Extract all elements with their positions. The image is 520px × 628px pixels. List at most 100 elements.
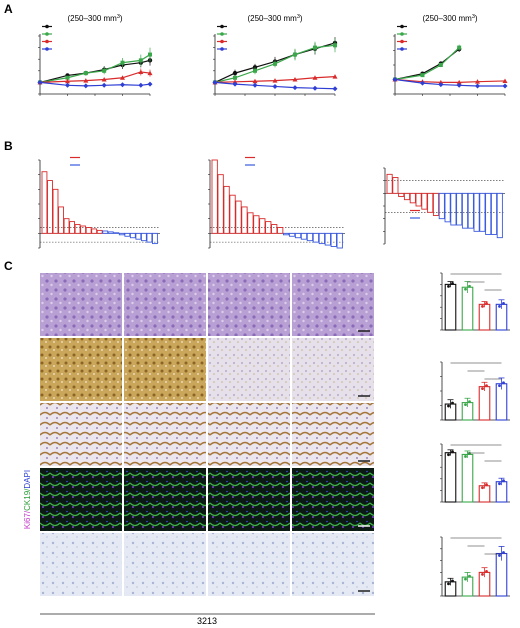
line-chart-3213: (250–300 mm3) bbox=[212, 14, 338, 96]
waterfall-bar bbox=[398, 192, 405, 197]
model-label: 3213 bbox=[197, 616, 217, 626]
micrograph-image bbox=[208, 468, 290, 531]
data-point bbox=[120, 75, 125, 80]
subtitle-main: (250–300 mm bbox=[247, 14, 297, 23]
waterfall-bar bbox=[235, 200, 242, 234]
micrograph-image bbox=[40, 403, 122, 466]
panel-b-letter: B bbox=[4, 139, 13, 153]
legend-marker bbox=[400, 24, 404, 29]
waterfall-bar bbox=[496, 192, 503, 239]
waterfall-bar bbox=[271, 224, 278, 234]
data-point bbox=[83, 71, 88, 76]
data-point bbox=[101, 77, 107, 82]
ki67-quant-chart bbox=[440, 443, 510, 503]
waterfall-bar bbox=[330, 232, 337, 247]
waterfall-bar bbox=[217, 174, 224, 234]
panel-a-letter: A bbox=[4, 2, 13, 16]
waterfall-bar bbox=[124, 232, 131, 237]
waterfall-bar bbox=[427, 192, 434, 213]
data-point bbox=[312, 85, 318, 91]
data-dot bbox=[468, 452, 471, 455]
data-dot bbox=[502, 551, 505, 554]
waterfall-bar bbox=[63, 218, 70, 234]
data-dot bbox=[502, 479, 505, 483]
legend-marker bbox=[45, 24, 49, 29]
micrograph-image bbox=[292, 273, 374, 336]
data-point bbox=[138, 58, 143, 63]
bar bbox=[478, 303, 491, 331]
waterfall-bar bbox=[118, 232, 125, 236]
data-point bbox=[272, 83, 278, 89]
subtitle-close: ) bbox=[120, 14, 123, 23]
data-dot bbox=[498, 554, 501, 557]
waterfall-bar bbox=[490, 192, 498, 235]
waterfall-chart-2138 bbox=[38, 156, 160, 249]
data-dot bbox=[485, 483, 488, 487]
bar bbox=[461, 286, 474, 331]
waterfall-bar bbox=[386, 173, 393, 194]
bar bbox=[444, 283, 457, 331]
data-point bbox=[252, 78, 258, 84]
data-point bbox=[475, 83, 480, 89]
stain-label-part: Ki67/ bbox=[23, 510, 32, 529]
legend-marker bbox=[400, 32, 404, 36]
data-dot bbox=[451, 401, 454, 405]
data-point bbox=[120, 82, 125, 88]
legend-marker bbox=[45, 32, 49, 36]
data-point bbox=[120, 60, 125, 65]
panel-c-letter: C bbox=[4, 259, 13, 273]
data-point bbox=[332, 74, 338, 79]
data-point bbox=[37, 79, 43, 85]
waterfall-bar bbox=[438, 192, 445, 220]
data-dot bbox=[498, 482, 501, 486]
waterfall-bar bbox=[485, 192, 492, 235]
waterfall-bar bbox=[52, 188, 59, 234]
data-dot bbox=[498, 384, 501, 388]
data-point bbox=[456, 82, 462, 88]
waterfall-bar bbox=[47, 180, 53, 234]
data-dot bbox=[447, 404, 450, 408]
bim-quant-chart bbox=[440, 361, 510, 421]
data-dot bbox=[485, 384, 488, 388]
subtitle-close: ) bbox=[475, 14, 478, 23]
waterfall-bar bbox=[107, 231, 114, 234]
waterfall-bar bbox=[409, 192, 416, 204]
data-point bbox=[232, 81, 238, 87]
micrograph-image bbox=[124, 273, 206, 336]
waterfall-bar bbox=[140, 232, 147, 242]
waterfall-bar bbox=[102, 230, 109, 234]
data-point bbox=[502, 83, 508, 89]
series-line bbox=[394, 47, 460, 81]
waterfall-bar bbox=[91, 228, 98, 234]
waterfall-bar bbox=[41, 171, 48, 234]
micrograph-image bbox=[124, 533, 206, 596]
data-dot bbox=[502, 301, 505, 305]
data-point bbox=[138, 69, 144, 74]
micrograph-image bbox=[292, 468, 374, 531]
waterfall-bar bbox=[85, 227, 92, 234]
data-point bbox=[148, 52, 152, 57]
perk-quant-chart bbox=[440, 272, 510, 331]
waterfall-bar bbox=[403, 192, 411, 201]
micrograph-image bbox=[40, 273, 122, 336]
data-dot bbox=[464, 577, 467, 581]
data-point bbox=[475, 79, 480, 84]
data-dot bbox=[447, 285, 450, 288]
data-dot bbox=[468, 284, 471, 288]
subtitle-main: (250–300 mm bbox=[67, 14, 117, 23]
data-point bbox=[312, 75, 318, 80]
data-point bbox=[83, 78, 89, 83]
data-point bbox=[420, 80, 425, 86]
legend-marker bbox=[220, 32, 224, 36]
waterfall-bar bbox=[324, 232, 331, 246]
chart-subtitle: (250–300 mm3) bbox=[422, 14, 477, 23]
subtitle-sup: 3 bbox=[297, 14, 300, 20]
data-point bbox=[392, 77, 398, 82]
micrograph-image bbox=[40, 533, 122, 596]
waterfall-bar bbox=[312, 232, 320, 243]
waterfall-bar bbox=[223, 185, 230, 234]
data-dot bbox=[464, 287, 467, 291]
micrograph-image bbox=[40, 338, 122, 401]
micrograph-image bbox=[208, 338, 290, 401]
data-point bbox=[138, 82, 144, 88]
